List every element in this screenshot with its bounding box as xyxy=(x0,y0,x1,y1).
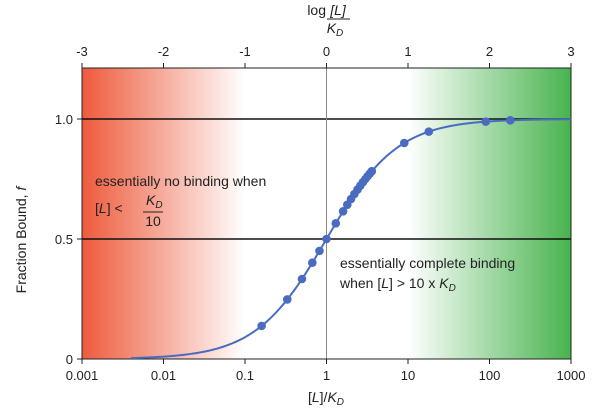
svg-text:[L]: [L] xyxy=(329,2,347,18)
x-tick-label: 10 xyxy=(401,368,415,383)
annotation-no-binding: essentially no binding when [L] < KD 10 xyxy=(95,173,266,229)
complete-binding-shaded-region xyxy=(408,68,571,359)
data-point xyxy=(315,246,324,256)
svg-text:[L] <: [L] < xyxy=(95,200,123,216)
top-tick-label: 2 xyxy=(486,44,493,59)
data-point xyxy=(506,116,515,125)
top-tick-label: -1 xyxy=(239,44,251,59)
top-axis-title: log [L] KD xyxy=(307,2,350,39)
x-tick-label: 0.01 xyxy=(151,368,176,383)
x-tick-label: 0.1 xyxy=(236,368,254,383)
svg-text:essentially no binding when: essentially no binding when xyxy=(95,173,266,189)
svg-text:KD: KD xyxy=(146,192,163,211)
top-tick-label: 1 xyxy=(404,44,411,59)
x-tick-label: 1 xyxy=(323,368,330,383)
svg-text:KD: KD xyxy=(327,20,344,39)
y-tick-label: 0 xyxy=(66,352,73,367)
data-point xyxy=(338,207,348,216)
data-point xyxy=(331,219,341,228)
data-point xyxy=(399,138,409,148)
x-axis-title: [L]/KD xyxy=(308,389,344,408)
data-point xyxy=(308,258,317,268)
top-tick-label: 0 xyxy=(323,44,330,59)
top-tick-label: 3 xyxy=(567,44,574,59)
svg-text:10: 10 xyxy=(145,213,161,229)
annotation-complete-binding: essentially complete binding when [L] > … xyxy=(339,255,515,294)
top-tick-label: -2 xyxy=(158,44,170,59)
y-axis-title: Fraction Bound, f xyxy=(13,185,29,294)
x-tick-label: 1000 xyxy=(557,368,586,383)
data-point xyxy=(481,117,491,126)
data-point xyxy=(297,274,307,284)
data-point xyxy=(322,234,331,244)
y-tick-label: 1.0 xyxy=(55,112,73,127)
data-point xyxy=(367,166,377,176)
top-tick-label: -3 xyxy=(76,44,88,59)
no-binding-shaded-region xyxy=(82,68,245,359)
data-point xyxy=(257,321,266,331)
data-point xyxy=(424,127,434,136)
svg-text:log: log xyxy=(307,2,326,18)
svg-text:when [L] > 10 x KD: when [L] > 10 x KD xyxy=(339,275,456,294)
x-tick-label: 100 xyxy=(479,368,501,383)
y-tick-label: 0.5 xyxy=(55,232,73,247)
x-tick-label: 0.001 xyxy=(66,368,99,383)
svg-text:essentially complete binding: essentially complete binding xyxy=(340,255,515,271)
data-point xyxy=(282,295,292,304)
